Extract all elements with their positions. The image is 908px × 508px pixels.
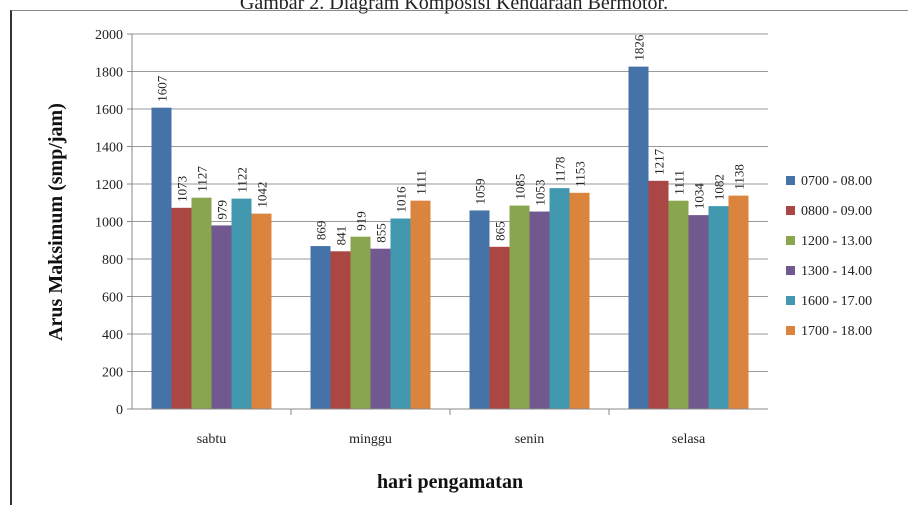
bar-senin-0700-08-00 [469, 210, 490, 409]
data-label: 1607 [155, 75, 170, 102]
data-label: 979 [215, 200, 230, 220]
data-label: 1053 [533, 180, 548, 206]
y-tick-label: 400 [102, 328, 123, 343]
bar-sabtu-1300-14-00 [211, 225, 232, 409]
y-tick-label: 200 [102, 366, 123, 381]
bar-selasa-1200-13-00 [668, 200, 689, 409]
x-tick-label-selasa: selasa [672, 432, 706, 447]
y-tick-label: 1200 [95, 178, 123, 193]
bar-selasa-1700-18-00 [728, 195, 749, 409]
chart-frame [10, 10, 908, 505]
data-label: 1042 [255, 182, 270, 208]
bars [151, 66, 749, 409]
bar-sabtu-1600-17-00 [231, 198, 252, 409]
bar-senin-1600-17-00 [549, 188, 570, 409]
bar-minggu-0800-09-00 [330, 251, 351, 409]
data-label: 1111 [414, 170, 429, 195]
bar-minggu-1300-14-00 [370, 248, 391, 409]
bar-selasa-1600-17-00 [708, 206, 729, 409]
data-label: 1138 [732, 164, 747, 190]
data-label: 1016 [394, 186, 409, 213]
data-label: 855 [374, 223, 389, 243]
bar-selasa-0800-09-00 [648, 180, 669, 409]
data-label: 1217 [652, 148, 667, 175]
y-tick-label: 1400 [95, 141, 123, 156]
data-labels: 1607 1073 1127 979 1122 1042 869 841 919 855 1016 1… [155, 34, 747, 245]
data-label: 1073 [175, 176, 190, 202]
data-label: 1059 [473, 178, 488, 204]
legend-swatch [786, 266, 795, 275]
bar-sabtu-1700-18-00 [251, 213, 272, 409]
data-label: 869 [314, 221, 329, 241]
legend-swatch [786, 236, 795, 245]
x-tick-label-senin: senin [515, 432, 545, 447]
legend-label: 1600 - 17.00 [801, 294, 872, 309]
data-label: 919 [354, 211, 369, 231]
data-label: 1826 [632, 34, 647, 61]
x-axis-ticks: sabtu minggu senin selasa [197, 409, 706, 447]
y-tick-label: 2000 [95, 28, 123, 43]
data-label: 1153 [573, 161, 588, 187]
bar-selasa-0700-08-00 [628, 66, 649, 409]
bar-selasa-1300-14-00 [688, 215, 709, 409]
legend-swatch [786, 206, 795, 215]
data-label: 1178 [553, 157, 568, 183]
y-axis-ticks: 0 200 400 600 800 1000 1200 1400 1600 1800 2000 [95, 28, 132, 418]
legend-label: 1200 - 13.00 [801, 234, 872, 249]
bar-senin-0800-09-00 [489, 246, 510, 409]
legend-swatch [786, 296, 795, 305]
y-tick-label: 1600 [95, 103, 123, 118]
y-axis-title: Arus Maksimum (smp/jam) [45, 103, 67, 341]
data-label: 841 [334, 226, 349, 246]
y-tick-label: 1000 [95, 216, 123, 231]
y-tick-label: 800 [102, 253, 123, 268]
legend-label: 1700 - 18.00 [801, 324, 872, 339]
data-label: 865 [493, 221, 508, 241]
legend-label: 0800 - 09.00 [801, 204, 872, 219]
bar-senin-1700-18-00 [569, 192, 590, 409]
x-axis-title: hari pengamatan [377, 471, 523, 493]
data-label: 1085 [513, 174, 528, 200]
bar-sabtu-0700-08-00 [151, 107, 172, 409]
bar-minggu-0700-08-00 [310, 246, 331, 409]
data-label: 1127 [195, 166, 210, 192]
y-tick-label: 600 [102, 291, 123, 306]
legend-label: 0700 - 08.00 [801, 174, 872, 189]
data-label: 1082 [712, 174, 727, 200]
y-tick-label: 0 [116, 403, 123, 418]
x-tick-label-minggu: minggu [349, 432, 392, 447]
x-tick-label-sabtu: sabtu [197, 432, 227, 447]
data-label: 1122 [235, 167, 250, 193]
bar-minggu-1200-13-00 [350, 236, 371, 409]
bar-minggu-1600-17-00 [390, 218, 411, 409]
data-label: 1034 [692, 183, 707, 210]
bar-sabtu-0800-09-00 [171, 207, 192, 409]
legend-swatch [786, 176, 795, 185]
legend: 0700 - 08.00 0800 - 09.00 1200 - 13.00 1300… [786, 174, 872, 339]
legend-swatch [786, 326, 795, 335]
data-label: 1111 [672, 170, 687, 195]
bar-minggu-1700-18-00 [410, 200, 431, 409]
y-tick-label: 1800 [95, 66, 123, 81]
bar-senin-1200-13-00 [509, 205, 530, 409]
legend-label: 1300 - 14.00 [801, 264, 872, 279]
bar-sabtu-1200-13-00 [191, 197, 212, 409]
bar-senin-1300-14-00 [529, 211, 550, 409]
